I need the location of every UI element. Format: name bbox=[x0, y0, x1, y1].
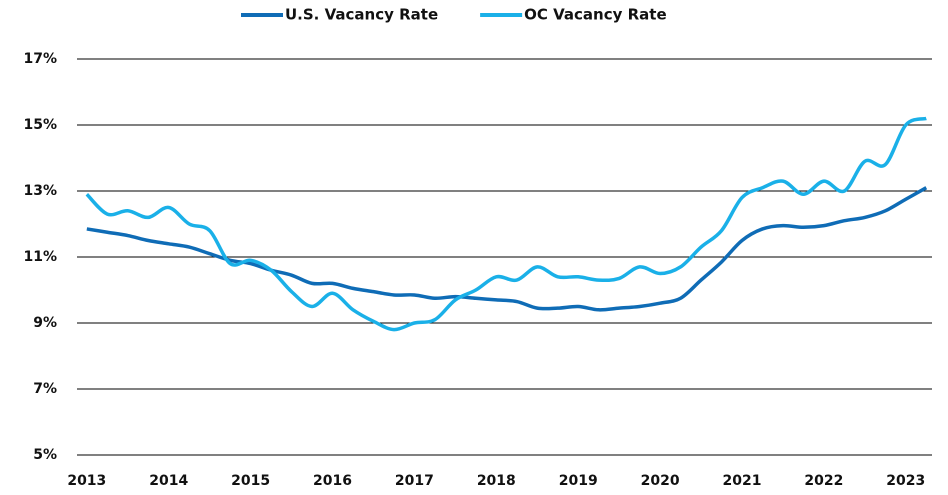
x-tick-label: 2023 bbox=[886, 473, 925, 489]
y-tick-label: 5% bbox=[33, 447, 57, 463]
y-tick-label: 15% bbox=[23, 117, 57, 133]
series-line bbox=[86, 186, 928, 312]
legend-label: OC Vacancy Rate bbox=[524, 6, 667, 24]
x-tick-label: 2018 bbox=[477, 473, 516, 489]
y-tick-label: 9% bbox=[33, 315, 57, 331]
y-tick-label: 11% bbox=[23, 249, 57, 265]
x-tick-label: 2017 bbox=[395, 473, 434, 489]
x-tick-label: 2014 bbox=[149, 473, 188, 489]
x-tick-label: 2020 bbox=[641, 473, 680, 489]
legend-label: U.S. Vacancy Rate bbox=[285, 6, 438, 24]
y-tick-label: 7% bbox=[33, 381, 57, 397]
x-tick-label: 2019 bbox=[559, 473, 598, 489]
x-tick-label: 2016 bbox=[313, 473, 352, 489]
x-tick-label: 2021 bbox=[723, 473, 762, 489]
x-tick-label: 2022 bbox=[804, 473, 843, 489]
y-tick-label: 13% bbox=[23, 183, 57, 199]
y-tick-label: 17% bbox=[23, 51, 57, 67]
x-tick-label: 2013 bbox=[67, 473, 106, 489]
x-tick-label: 2015 bbox=[231, 473, 270, 489]
series-line bbox=[85, 116, 927, 332]
